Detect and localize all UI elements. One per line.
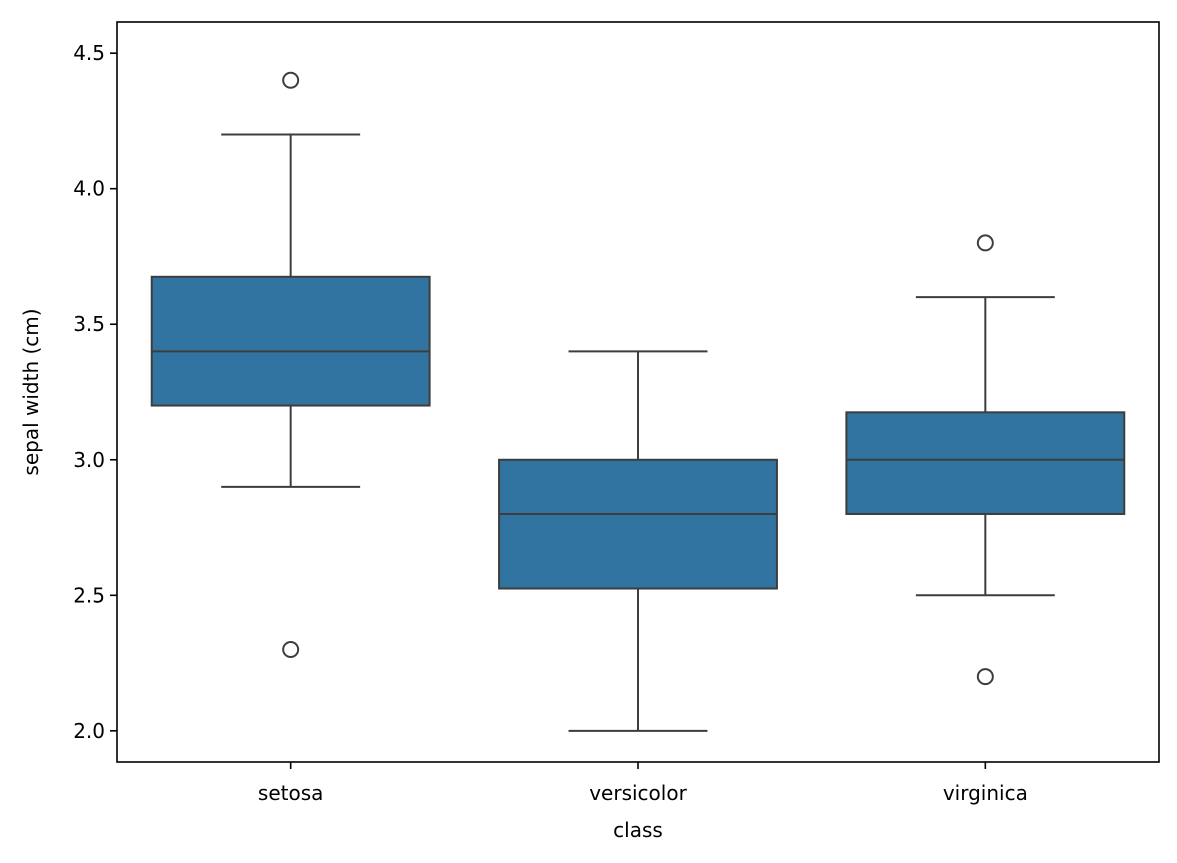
y-tick-label: 4.5	[73, 41, 105, 65]
axes: 2.0 2.5 3.0 3.5 4.0 4.5 setosa versicolor virgin…	[73, 41, 1028, 805]
y-tick-label: 2.0	[73, 719, 105, 743]
x-tick-label: virginica	[943, 781, 1028, 805]
outlier-point	[282, 71, 300, 89]
iqr-box	[150, 275, 431, 407]
y-tick-label: 4.0	[73, 177, 105, 201]
y-tick-label: 2.5	[73, 583, 105, 607]
outlier-point	[282, 641, 300, 659]
outlier-point	[976, 668, 994, 686]
iqr-box	[845, 411, 1126, 515]
y-tick-label: 3.5	[73, 312, 105, 336]
x-tick-label: setosa	[258, 781, 323, 805]
y-tick-label: 3.0	[73, 448, 105, 472]
x-axis-label: class	[613, 818, 663, 842]
x-tick-label: versicolor	[589, 781, 687, 805]
plot-area	[150, 71, 1126, 732]
y-axis-label: sepal width (cm)	[19, 308, 43, 475]
iqr-box	[498, 458, 778, 590]
outlier-point	[976, 234, 994, 252]
